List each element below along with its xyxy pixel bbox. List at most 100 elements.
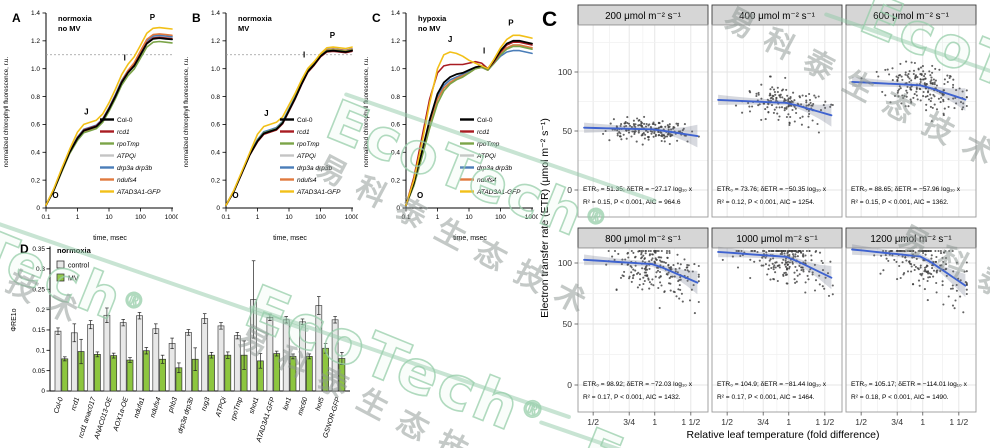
svg-text:100: 100: [495, 214, 506, 221]
bar-category-label: phb3: [167, 396, 179, 414]
svg-text:100: 100: [558, 258, 572, 268]
svg-text:O: O: [417, 191, 423, 200]
bar-chart-svg: 0 0.05 0.1 0.15 0.2 0.25 0.3 0.35 ΦRE1o D normoxia…: [11, 242, 350, 444]
svg-text:normoxia: normoxia: [58, 14, 93, 23]
svg-text:1/2: 1/2: [721, 417, 733, 427]
svg-text:1: 1: [256, 214, 260, 221]
bar-mv: [159, 358, 166, 392]
legend-label: rcd1: [297, 129, 310, 136]
stats-text: ETR₀ = 98.92; δETR = −72.03 log₁₀ x R² = …: [583, 381, 693, 401]
facet-header-label: 1000 μmol m⁻² s⁻¹: [736, 234, 818, 245]
ojip-panel-b: 0 0.2 0.4 0.6 0.8 1.0 1.2 1.4 0.1 1 10 100 1000 norma…: [183, 10, 358, 242]
svg-text:0.35: 0.35: [32, 246, 45, 253]
legend: control MV: [56, 260, 89, 283]
series-line-drp3a-drp3b: [225, 48, 353, 206]
ojip-panel-c: 0 0.2 0.4 0.6 0.8 1.0 1.2 1.4 0.1 1 10 100 1000 norma…: [363, 10, 538, 242]
svg-text:1.4: 1.4: [31, 10, 40, 17]
svg-text:0.1: 0.1: [401, 214, 410, 221]
bar-control: [331, 319, 339, 392]
bar-category-label: shot1: [249, 396, 261, 415]
legend-label: Col-0: [477, 117, 493, 124]
svg-text:0.1: 0.1: [41, 214, 50, 221]
bar-control: [315, 305, 323, 392]
y-axis-label: Electron transfer rate (ETR) (μmol m⁻² s…: [539, 118, 551, 318]
svg-text:1.2: 1.2: [211, 38, 220, 45]
x-tick-labels: 1/2 3/4 1 1 1/2: [587, 412, 701, 427]
bar-category-label: Col-0: [53, 396, 65, 414]
bar-group: rug3: [201, 313, 215, 412]
facet-header-label: 400 μmol m⁻² s⁻¹: [739, 11, 816, 22]
y-axis-label: normalized chlorophyll fluorescence, r.u…: [363, 57, 370, 168]
svg-text:ETR₀ = 104.9; δETR = −81.44 lo: ETR₀ = 104.9; δETR = −81.44 log₁₀ x: [717, 381, 827, 388]
svg-text:3/4: 3/4: [623, 417, 635, 427]
svg-text:O: O: [52, 191, 58, 200]
svg-text:P: P: [508, 19, 514, 28]
y-tick-labels: 0 50 100: [558, 258, 578, 390]
legend-label: rcd1: [117, 129, 130, 136]
bar-mv: [305, 356, 313, 392]
svg-text:R² = 0.15, P < 0.001, AIC = 13: R² = 0.15, P < 0.001, AIC = 1362.: [851, 199, 949, 206]
phase-markers: O J I P: [417, 19, 514, 201]
bar-category-label: AOX1a-OE: [112, 396, 130, 433]
svg-text:I: I: [124, 53, 126, 62]
legend-label: Col-0: [117, 117, 133, 124]
confidence-ribbon: [718, 246, 832, 290]
legend-label: drp3a drp3b: [117, 165, 152, 172]
y-axis-ticks: 0 0.05 0.1 0.15 0.2 0.25 0.3 0.35: [32, 246, 50, 395]
bar-control: [266, 316, 274, 392]
regression-line: [583, 258, 699, 284]
regression-line: [717, 250, 833, 279]
y-axis-label: normalized chlorophyll fluorescence, r.u…: [3, 57, 10, 168]
legend-label: Col-0: [297, 117, 313, 124]
facet-header-label: 800 μmol m⁻² s⁻¹: [605, 234, 682, 245]
bar-group: lon1: [282, 316, 297, 411]
svg-text:J: J: [448, 35, 452, 44]
legend-label: drp3a drp3b: [477, 165, 512, 172]
svg-text:1: 1: [786, 417, 791, 427]
bar-control: [152, 328, 160, 392]
facet-1200: 1200 μmol m⁻² s⁻¹ ETR₀ = 105.17; δETR = −…: [845, 227, 977, 427]
svg-text:ETR₀ = 73.76; δETR = −50.35 lo: ETR₀ = 73.76; δETR = −50.35 log₁₀ x: [717, 186, 827, 193]
svg-text:0.15: 0.15: [32, 327, 45, 334]
svg-text:1: 1: [76, 214, 80, 221]
svg-text:10: 10: [465, 214, 473, 221]
facet-200: 200 μmol m⁻² s⁻¹ ETR₀ = 51.35; δETR = −27…: [558, 4, 709, 218]
panel-letter: B: [192, 11, 201, 25]
svg-text:1000: 1000: [165, 214, 178, 221]
legend-label: ATPQi: [476, 153, 496, 160]
gridlines: [578, 248, 708, 412]
svg-text:0.3: 0.3: [36, 266, 45, 273]
svg-text:I: I: [303, 51, 305, 60]
y-tick-labels: 0 50 100: [558, 67, 578, 195]
svg-text:0.8: 0.8: [31, 94, 40, 101]
svg-text:10: 10: [105, 214, 113, 221]
y-axis-label: normalized chlorophyll fluorescence, r.u…: [183, 57, 190, 168]
x-axis-ticks: 0.1 1 10 100 1000: [401, 208, 538, 221]
svg-text:0.2: 0.2: [31, 177, 40, 184]
svg-text:normoxia: normoxia: [238, 14, 273, 23]
facet-header-label: 1200 μmol m⁻² s⁻¹: [870, 234, 952, 245]
bar-category-label: GSNOR-GFP: [322, 396, 342, 439]
bar-control: [282, 319, 290, 392]
bar-control: [103, 314, 111, 392]
bar-mv: [126, 359, 134, 392]
series-curves: [225, 46, 353, 207]
gridlines: [712, 25, 842, 217]
svg-text:0.4: 0.4: [211, 149, 220, 156]
bar-category-label: ndufa1: [133, 396, 146, 419]
svg-text:1000: 1000: [345, 214, 358, 221]
phase-markers: O J I P: [232, 31, 335, 200]
legend-label: ndufs4: [117, 177, 137, 184]
svg-text:J: J: [264, 109, 268, 118]
svg-text:ETR₀ = 88.65; δETR = −57.96 lo: ETR₀ = 88.65; δETR = −57.96 log₁₀ x: [851, 186, 961, 193]
bar-group: ndufs4: [150, 323, 166, 419]
svg-text:0.4: 0.4: [391, 149, 400, 156]
svg-text:ETR₀ = 105.17; δETR = −114.01: ETR₀ = 105.17; δETR = −114.01 log₁₀ x: [851, 381, 968, 388]
bar-group: Col-0: [53, 327, 69, 415]
svg-text:ETR₀ = 51.35; δETR = −27.17 lo: ETR₀ = 51.35; δETR = −27.17 log₁₀ x: [583, 186, 693, 193]
bar-mv: [110, 355, 118, 392]
panel-letter: D: [20, 242, 29, 256]
